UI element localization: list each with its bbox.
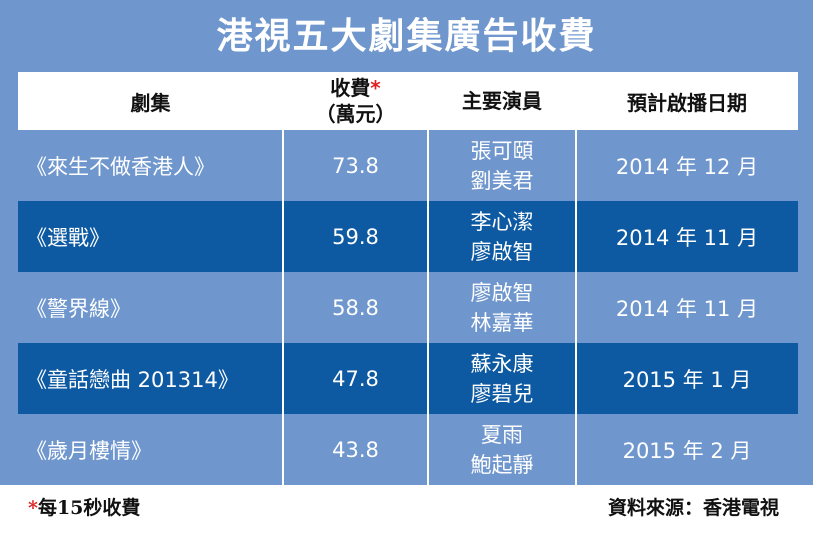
cast-cell: 廖啟智 林嘉華	[428, 272, 576, 343]
drama-title: 《來生不做香港人》	[26, 154, 215, 179]
ad-fee-value: 59.8	[332, 224, 379, 249]
cast-cell: 蘇永康 廖碧兒	[428, 343, 576, 414]
air-date: 2015 年 1 月	[622, 367, 752, 392]
footnote: *每15秒收費	[28, 485, 140, 531]
cast-member: 李心潔	[470, 209, 534, 234]
fee-table: 劇集 收費* （萬元） 主要演員 預計啟播日期 《來生不做香港人》 73.8 張可頤…	[18, 72, 798, 485]
table-header-row: 劇集 收費* （萬元） 主要演員 預計啟播日期	[18, 72, 798, 130]
header-fee-unit: （萬元）	[315, 102, 396, 126]
cast-cell: 張可頤 劉美君	[428, 130, 576, 201]
cast-member: 廖碧兒	[470, 381, 534, 406]
table-row: 《警界線》 58.8 廖啟智林嘉華 2014 年 11 月	[18, 272, 798, 343]
header-cast: 主要演員	[462, 89, 542, 113]
ad-fee-value: 58.8	[332, 295, 379, 320]
footer: *每15秒收費 資料來源：香港電視	[0, 485, 813, 546]
drama-title: 《警界線》	[26, 296, 131, 321]
air-date: 2014 年 12 月	[615, 154, 759, 179]
drama-title: 《童話戀曲 201314》	[26, 367, 239, 392]
header-fee: 收費* （萬元）	[283, 72, 428, 130]
cast-member: 鮑起靜	[470, 452, 534, 477]
cast-member: 廖啟智	[470, 239, 534, 264]
source-note: 資料來源：香港電視	[607, 497, 779, 519]
cast-member: 劉美君	[470, 168, 534, 193]
footnote-text: 每15秒收費	[37, 497, 141, 519]
column-divider	[282, 72, 284, 485]
header-airdate: 預計啟播日期	[627, 90, 747, 115]
cast-member: 蘇永康	[470, 351, 534, 376]
table-row: 《選戰》 59.8 李心潔廖啟智 2014 年 11 月	[18, 201, 798, 272]
drama-title: 《選戰》	[26, 225, 110, 250]
chart-title: 港視五大劇集廣告收費	[216, 16, 597, 57]
table-row: 《童話戀曲 201314》 47.8 蘇永康廖碧兒 2015 年 1 月	[18, 343, 798, 414]
cast-cell: 李心潔 廖啟智	[428, 201, 576, 272]
drama-title: 《歲月樓情》	[26, 438, 152, 463]
cast-member: 張可頤	[470, 138, 534, 163]
air-date: 2015 年 2 月	[622, 438, 752, 463]
air-date: 2014 年 11 月	[615, 296, 759, 321]
ad-fee-value: 43.8	[332, 437, 379, 462]
column-divider	[427, 72, 429, 485]
cast-cell: 夏雨 鮑起靜	[428, 414, 576, 485]
cast-member: 廖啟智	[470, 280, 534, 305]
table-row: 《來生不做香港人》 73.8 張可頤劉美君 2014 年 12 月	[18, 130, 798, 201]
header-fee-label: 收費	[330, 76, 371, 100]
footnote-asterisk: *	[28, 497, 38, 519]
cast-member: 夏雨	[481, 422, 523, 447]
table-row: 《歲月樓情》 43.8 夏雨鮑起靜 2015 年 2 月	[18, 414, 798, 485]
cast-member: 林嘉華	[470, 310, 534, 335]
header-fee-asterisk: *	[370, 76, 381, 100]
ad-fee-value: 47.8	[332, 366, 379, 391]
ad-fee-value: 73.8	[332, 153, 379, 178]
air-date: 2014 年 11 月	[615, 225, 759, 250]
header-drama: 劇集	[130, 90, 171, 115]
column-divider	[575, 72, 577, 485]
